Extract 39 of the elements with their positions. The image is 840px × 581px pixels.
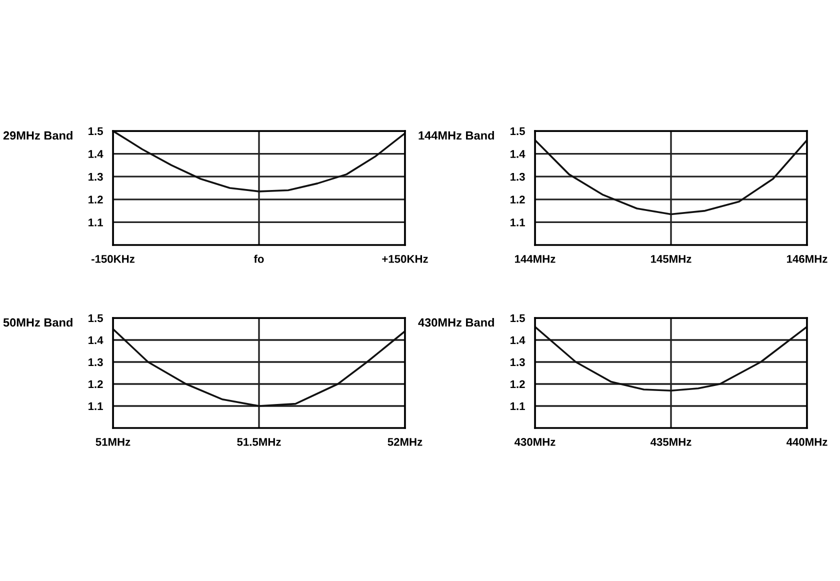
y-tick-label: 1.3 xyxy=(88,172,103,181)
line-series xyxy=(535,139,807,216)
chart-title: 430MHz Band xyxy=(418,318,494,327)
y-tick-label: 1.2 xyxy=(510,196,525,204)
x-tick-label: 430MHz xyxy=(514,438,556,446)
x-tick-label: 146MHz xyxy=(787,255,828,263)
y-tick-label: 1.3 xyxy=(510,358,525,366)
x-tick-label: 435MHz xyxy=(650,438,692,446)
x-tick-label: 440MHz xyxy=(786,438,828,446)
chart-title: 29MHz Band xyxy=(3,131,72,140)
y-tick-label: 1.3 xyxy=(510,172,525,181)
y-tick-label: 1.4 xyxy=(510,336,526,344)
y-tick-label: 1.1 xyxy=(88,402,103,410)
y-tick-label: 1.3 xyxy=(88,358,103,366)
y-tick-label: 1.2 xyxy=(88,196,103,204)
line-series xyxy=(113,328,405,407)
x-tick-label: 51MHz xyxy=(96,438,130,446)
x-tick-label: -150KHz xyxy=(92,255,135,263)
y-tick-label: 1.2 xyxy=(88,380,103,388)
x-tick-label: 144MHz xyxy=(515,255,556,263)
line-series xyxy=(535,326,807,392)
y-tick-label: 1.4 xyxy=(88,150,104,158)
chart-title: 50MHz Band xyxy=(3,318,72,327)
x-tick-label: fo xyxy=(254,254,264,263)
y-tick-label: 1.1 xyxy=(88,218,103,226)
y-tick-label: 1.4 xyxy=(88,336,104,344)
x-tick-label: 145MHz xyxy=(651,255,692,263)
y-tick-label: 1.5 xyxy=(510,314,525,322)
x-tick-label: +150KHz xyxy=(382,255,428,263)
x-tick-label: 52MHz xyxy=(388,438,422,446)
y-tick-label: 1.1 xyxy=(510,218,525,226)
y-tick-label: 1.2 xyxy=(510,380,525,388)
y-tick-label: 1.5 xyxy=(88,314,103,322)
y-tick-label: 1.5 xyxy=(510,127,525,136)
y-tick-label: 1.5 xyxy=(88,127,103,136)
y-tick-label: 1.1 xyxy=(510,402,525,410)
chart-title: 144MHz Band xyxy=(418,131,494,140)
y-tick-label: 1.4 xyxy=(510,150,526,158)
x-tick-label: 51.5MHz xyxy=(237,438,281,446)
